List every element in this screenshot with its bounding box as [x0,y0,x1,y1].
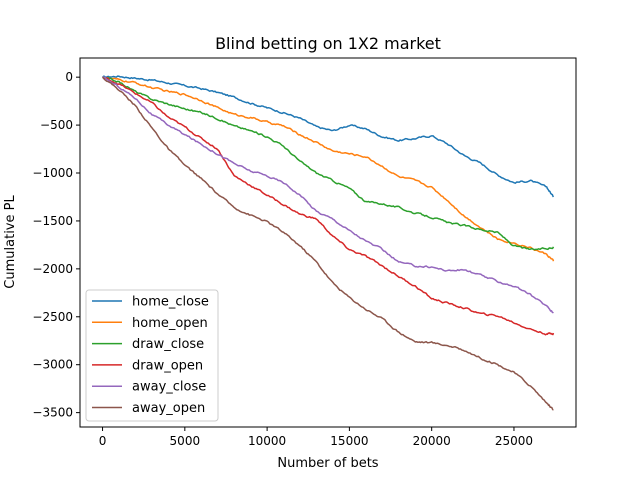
x-axis-label: Number of bets [277,456,378,471]
y-axis-label: Cumulative PL [3,195,18,289]
y-tick-label: −3500 [32,406,73,420]
y-tick-label: −500 [40,118,73,132]
series-line-home-close [102,75,555,198]
legend-label-away-close: away_close [132,380,206,395]
x-tick-label: 25000 [495,434,533,448]
y-tick-label: −3000 [32,358,73,372]
y-tick-label: −1500 [32,214,73,228]
legend: home_close home_open draw_close draw_openaw… [85,289,219,422]
series-line-draw-open [102,76,555,336]
y-tick-label: −2500 [32,310,73,324]
series-line-away-open [101,76,554,411]
series-lines [101,75,555,411]
series-line-away-close [102,76,554,314]
x-tick-label: 20000 [413,434,451,448]
legend-label-draw-close: draw_close [132,337,204,352]
legend-label-home-open: home_open [132,316,208,331]
x-tick-label: 15000 [330,434,368,448]
axes-frame [79,57,577,428]
x-tick-label: 5000 [170,434,201,448]
y-axis-ticks: 0 −500 −1000 −1500 −2000 −2500 −3000 −3500 [32,70,80,420]
x-tick-label: 0 [99,434,107,448]
legend-label-draw-open: draw_open [132,358,203,373]
legend-label-away-open: away_open [132,401,205,416]
y-tick-label: 0 [65,70,73,84]
x-axis-ticks: 0 5000 10000 15000 20000 25000 [99,427,533,448]
legend-label-home-close: home_close [132,295,209,310]
chart-title: Blind betting on 1X2 market [215,34,441,53]
x-tick-label: 10000 [248,434,286,448]
series-line-draw-close [102,76,555,251]
y-tick-label: −1000 [32,166,73,180]
y-tick-label: −2000 [32,262,73,276]
